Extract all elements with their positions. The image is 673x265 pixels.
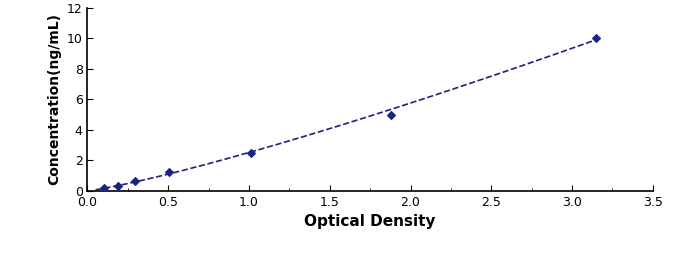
Y-axis label: Concentration(ng/mL): Concentration(ng/mL)	[47, 13, 61, 185]
X-axis label: Optical Density: Optical Density	[304, 214, 436, 229]
